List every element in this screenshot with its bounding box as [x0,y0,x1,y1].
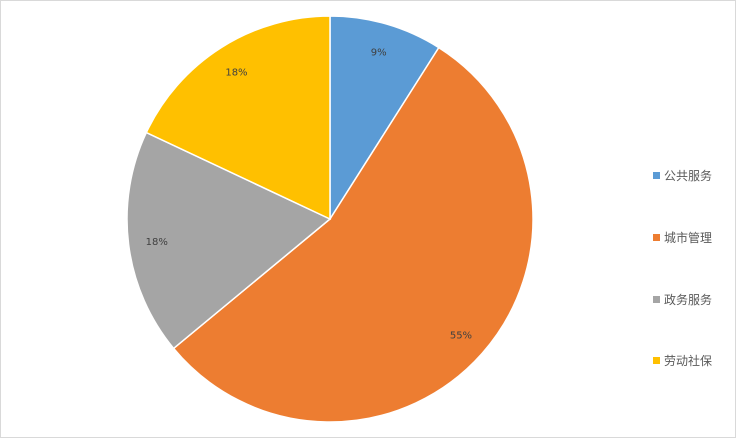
legend-swatch [653,234,660,241]
legend-label: 城市管理 [664,231,713,245]
legend-item: 政务服务 [653,291,712,308]
legend-item: 劳动社保 [653,352,712,369]
legend-label: 劳动社保 [664,354,713,368]
pie-slice-1 [329,15,440,222]
legend-swatch [653,172,660,179]
legend-label: 政务服务 [664,293,713,307]
pie-slice-4 [145,15,331,221]
legend-item: 公共服务 [653,167,712,184]
legend-label: 公共服务 [664,169,713,183]
data-label: 55% [450,330,472,341]
data-label: 18% [225,68,247,79]
pie-slice-3 [126,131,332,350]
pie-slice-2 [172,46,534,423]
data-label: 9% [371,47,387,58]
legend-swatch [653,296,660,303]
data-label: 18% [146,237,168,248]
legend-swatch [653,357,660,364]
legend-item: 城市管理 [653,229,712,246]
